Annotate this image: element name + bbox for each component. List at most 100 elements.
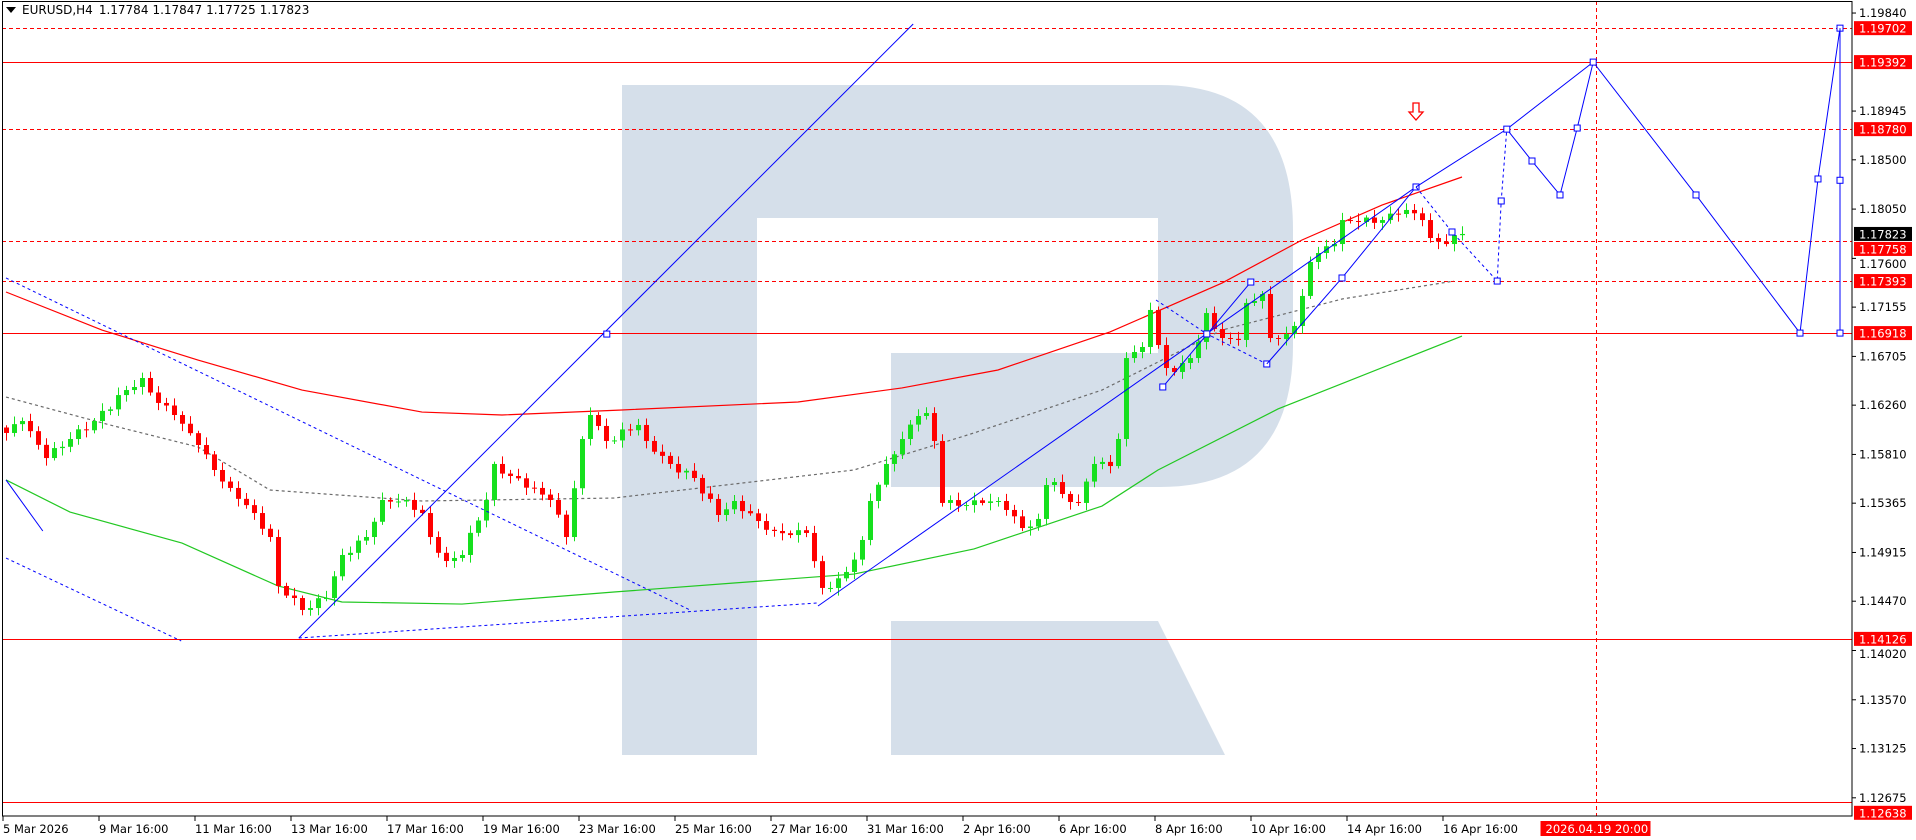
anchor-point-handle[interactable] [1836,176,1844,184]
candle [356,535,361,560]
anchor-point-handle[interactable] [1503,125,1511,133]
candle-body [52,448,57,459]
anchor-point-handle[interactable] [1814,175,1822,183]
candle-body [84,429,89,431]
price-tick-label: 1.14020 [1859,647,1907,661]
time-tick-label: 27 Mar 16:00 [771,822,848,836]
trend-line[interactable] [817,186,1417,607]
candles [4,203,1465,616]
candle [964,501,969,511]
candle-body [452,557,457,562]
candle-body [1124,358,1129,439]
candle-body [1380,220,1385,223]
dropdown-triangle-icon[interactable] [6,7,16,13]
candle [772,526,777,537]
candle [428,506,433,545]
time-axis[interactable]: 5 Mar 2026 9 Mar 16:00 11 Mar 16:00 13 Mar … [2,816,1651,836]
candle-body [356,540,361,553]
candle-body [4,427,9,433]
candle-body [492,463,497,500]
candle-body [420,509,425,514]
candle-body [1196,341,1201,359]
trend-line[interactable] [1415,129,1508,283]
candle-body [732,500,737,510]
anchor-point-handle[interactable] [1159,383,1167,391]
candle-body [948,500,953,503]
anchor-point-handle[interactable] [1497,197,1505,205]
price-axis[interactable]: 1.19840 1.19702 1.19392 1.18945 1.18780 1.185… [1852,6,1912,820]
candle [1068,491,1073,510]
candle [140,372,145,395]
candle [1020,509,1025,532]
candle-body [108,409,113,411]
trend-line[interactable] [5,479,44,532]
candle-body [364,537,369,541]
trend-line[interactable] [5,557,182,642]
anchor-point-handle[interactable] [1493,277,1501,285]
level-price-label: 1.19702 [1859,22,1907,36]
candle [1396,208,1401,222]
price-tick-label: 1.13125 [1859,742,1907,756]
anchor-point-handle[interactable] [1338,274,1346,282]
anchor-point-handle[interactable] [1589,58,1597,66]
candle-body [932,413,937,441]
candle-body [1028,526,1033,529]
candle [588,407,593,446]
time-tick-label: 8 Apr 16:00 [1155,822,1223,836]
anchor-point-handle[interactable] [1247,278,1255,286]
candle-body [508,473,513,477]
candle [116,387,121,416]
level-price-label-bg [1854,274,1912,289]
anchor-point-handle[interactable] [1203,330,1211,338]
candle-body [76,429,81,439]
anchor-point-handle[interactable] [1692,191,1700,199]
candle-body [1404,209,1409,215]
candle-body [1268,293,1273,339]
trend-line[interactable] [298,602,819,639]
candle-body [1212,313,1217,330]
candle [12,416,17,437]
candle-body [1260,293,1265,301]
trend-line[interactable] [5,277,691,611]
candle-body [1444,241,1449,245]
anchor-point-handle[interactable] [1796,329,1804,337]
candle [292,587,297,606]
candle-body [628,429,633,431]
time-tick-label: 6 Apr 16:00 [1059,822,1127,836]
anchor-point-handle[interactable] [1573,124,1581,132]
candle [1012,504,1017,524]
candle [1436,233,1441,250]
anchor-point-handle[interactable] [1448,228,1456,236]
time-tick-label: 23 Mar 16:00 [579,822,656,836]
candle [580,436,585,495]
candle-body [580,438,585,489]
candle [284,582,289,599]
candle-body [588,415,593,439]
candle [364,529,369,545]
anchor-point-handle[interactable] [1836,329,1844,337]
anchor-point-handle[interactable] [1528,157,1536,165]
anchor-point-handle[interactable] [1556,191,1564,199]
candle [620,422,625,448]
candle [876,482,881,509]
candle-body [1396,213,1401,215]
candle-body [1300,295,1305,326]
candle-body [148,377,153,393]
anchor-point-handle[interactable] [603,330,611,338]
candle-body [788,533,793,536]
candle-body [324,598,329,600]
candle-body [612,440,617,442]
ohlc-close: 1.17823 [259,3,310,17]
candle-body [316,598,321,609]
candle-body [68,438,73,447]
level-price-label-bg [1854,631,1912,646]
candle [1332,239,1337,252]
candle [900,431,905,460]
candle-body [188,423,193,434]
candle [1228,332,1233,345]
candle [500,456,505,479]
candle-body [676,463,681,473]
level-price-label: 1.14126 [1859,632,1907,646]
candle-body [44,444,49,459]
